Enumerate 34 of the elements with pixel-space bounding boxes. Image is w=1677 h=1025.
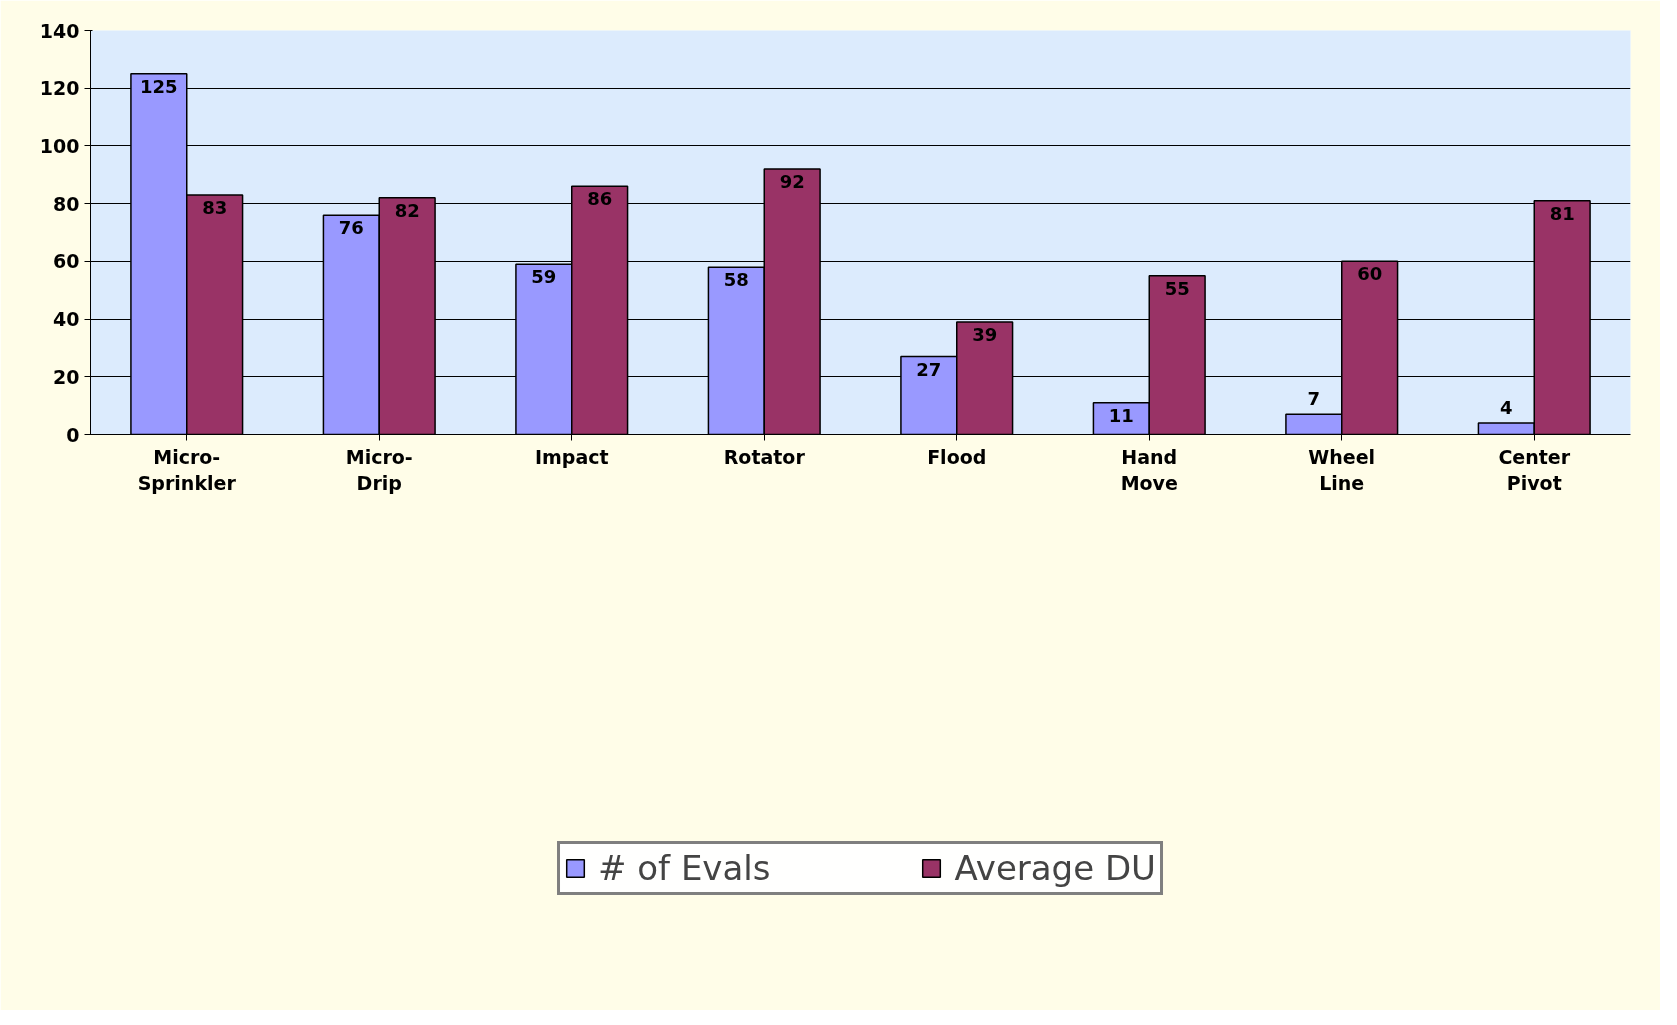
x-tick-label: Flood [927,445,987,468]
y-tick-label: 120 [39,77,80,100]
data-label: 60 [1357,263,1383,285]
data-label: 81 [1549,202,1575,224]
x-tick-label: Hand Move [1120,445,1178,494]
data-label: 4 [1500,396,1513,418]
y-tick-label: 0 [66,423,80,446]
legend-label: # of Evals [598,848,771,888]
data-label: 76 [338,217,364,239]
data-label: 82 [394,199,420,221]
x-tick-label: Micro-Sprinkler [137,445,237,494]
x-tick-label: Center Pivot [1498,445,1571,494]
y-tick-label: 80 [53,192,80,215]
data-label: 11 [1108,404,1134,426]
y-tick-label: 140 [39,19,80,42]
data-label: 58 [723,269,749,291]
y-tick-label: 40 [53,308,80,331]
data-label: 27 [916,358,942,380]
data-label: 83 [202,196,228,218]
y-tick-label: 100 [39,134,80,157]
legend-label: Average DU [954,848,1156,888]
x-tick-label: Wheel Line [1308,445,1376,494]
y-tick-label: 20 [53,365,80,388]
data-label: 125 [140,75,178,97]
data-label: 92 [779,171,805,193]
x-tick-label: Rotator [723,445,806,468]
x-tick-label: Impact [534,445,609,468]
x-tick-label: Micro-Drip [345,445,413,494]
data-label: 39 [972,323,998,345]
data-label: 55 [1164,277,1190,299]
data-label: 86 [587,188,613,210]
data-label: 7 [1307,388,1321,410]
data-label: 59 [531,266,557,288]
y-tick-label: 60 [53,250,80,273]
